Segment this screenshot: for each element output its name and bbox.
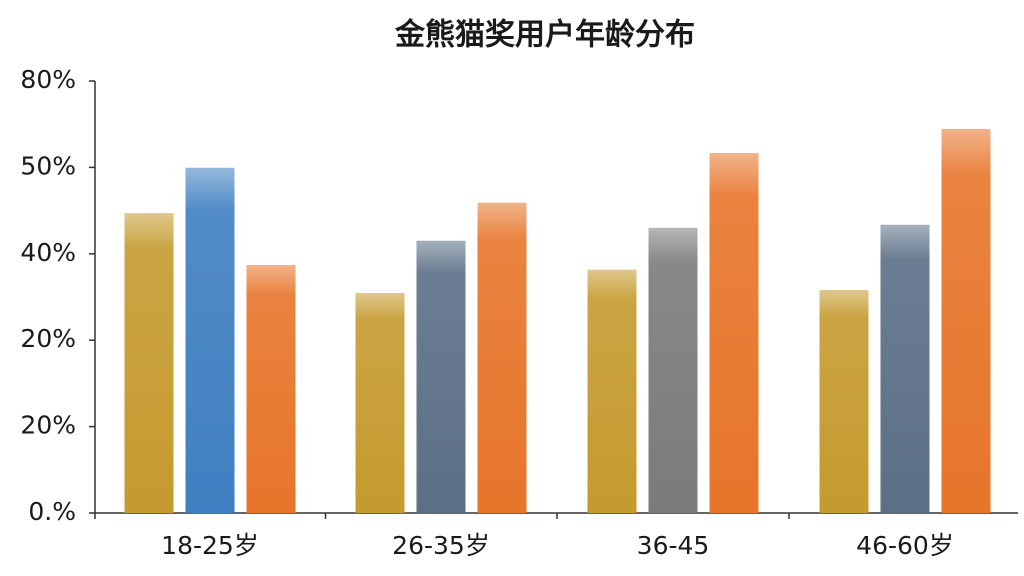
- y-tick-label: 20%: [20, 324, 76, 353]
- bar-sheen: [587, 269, 637, 513]
- bar-sheen: [124, 213, 174, 513]
- y-tick-label: 40%: [20, 238, 76, 267]
- bar-sheen: [819, 290, 869, 513]
- chart-title: 金熊猫奖用户年龄分布: [394, 18, 695, 53]
- bar-sheen: [709, 153, 759, 514]
- x-tick-label: 26-35岁: [392, 531, 490, 560]
- y-tick-label: 20%: [20, 411, 76, 440]
- bar-sheen: [355, 293, 405, 513]
- x-tick-label: 36-45: [637, 531, 710, 560]
- y-tick-label: 0.%: [28, 497, 76, 526]
- bar-sheen: [246, 265, 296, 513]
- bar-sheen: [941, 128, 991, 513]
- x-tick-label: 18-25岁: [161, 531, 259, 560]
- y-tick-label: 80%: [20, 65, 76, 94]
- bar-sheen: [880, 224, 930, 513]
- bar-sheen: [185, 167, 235, 513]
- bar-sheen: [416, 240, 466, 513]
- x-tick-label: 46-60岁: [856, 531, 954, 560]
- y-tick-label: 50%: [20, 151, 76, 180]
- bar-sheen: [648, 227, 698, 513]
- bar-sheen: [477, 202, 527, 513]
